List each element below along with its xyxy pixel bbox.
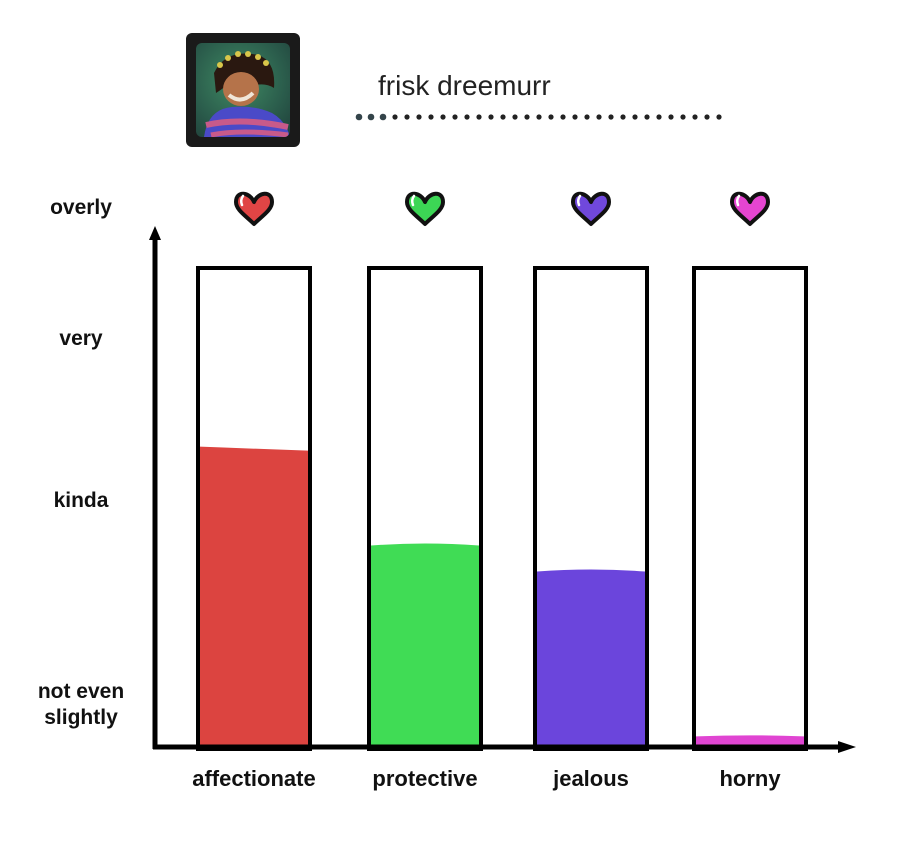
y-tick-label: overly [11,195,151,221]
y-tick-label: very [11,326,151,352]
bar-jealous [537,569,645,745]
x-axis-arrow [838,741,856,753]
profile-avatar [186,33,300,147]
y-tick-label-line: slightly [44,706,118,729]
heart-icon [234,191,274,226]
x-label-protective: protective [372,766,478,791]
x-label-affectionate: affectionate [192,766,316,791]
heart-icon [405,191,445,226]
avatar-image [196,43,290,137]
name-dotted-line [355,113,722,121]
y-tick-label-line: not even [37,680,125,703]
x-label-jealous: jealous [553,766,629,791]
heart-icon [571,191,611,226]
tube-horny [692,266,808,751]
x-label-horny: horny [719,766,781,791]
y-tick-label-line: overly [50,196,112,219]
bar-affectionate [200,446,308,745]
y-tick-label: kinda [11,488,151,514]
profile-name: frisk dreemurr [378,70,551,101]
bar-horny [696,735,804,745]
y-tick-label-line: kinda [53,489,109,512]
bar-protective [371,543,479,745]
y-tick-label-line: very [59,327,103,350]
y-axis-arrow [149,226,161,240]
heart-icon [730,191,770,226]
y-tick-label: not even slightly [11,679,151,731]
